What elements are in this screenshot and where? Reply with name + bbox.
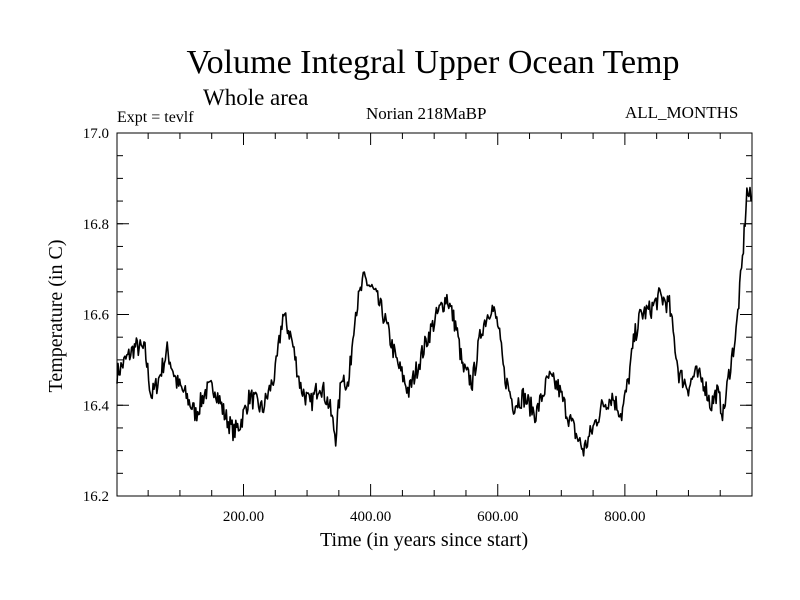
x-tick-label: 800.00 — [604, 509, 645, 525]
series-line — [116, 186, 753, 457]
run-label: Norian 218MaBP — [366, 104, 487, 123]
x-tick-label: 400.00 — [350, 509, 391, 525]
y-tick-label: 16.8 — [83, 217, 109, 233]
series-layer — [116, 186, 753, 457]
x-tick-label: 200.00 — [223, 509, 264, 525]
chart-subtitle: Whole area — [203, 85, 309, 110]
y-tick-label: 16.4 — [83, 398, 110, 414]
y-tick-label: 16.6 — [83, 308, 110, 324]
tick-layer: 16.2 16.4 16.6 16.8 17.0 200.00 400.00 600.00 80… — [83, 126, 752, 525]
x-tick-label: 600.00 — [477, 509, 518, 525]
months-label: ALL_MONTHS — [625, 103, 739, 122]
experiment-label: Expt = tevlf — [117, 109, 194, 126]
plot-frame — [116, 132, 753, 497]
y-tick-label: 16.2 — [83, 489, 109, 505]
x-axis-label: Time (in years since start) — [320, 529, 529, 551]
y-tick-label: 17.0 — [83, 126, 109, 142]
chart-title: Volume Integral Upper Ocean Temp — [186, 44, 680, 81]
